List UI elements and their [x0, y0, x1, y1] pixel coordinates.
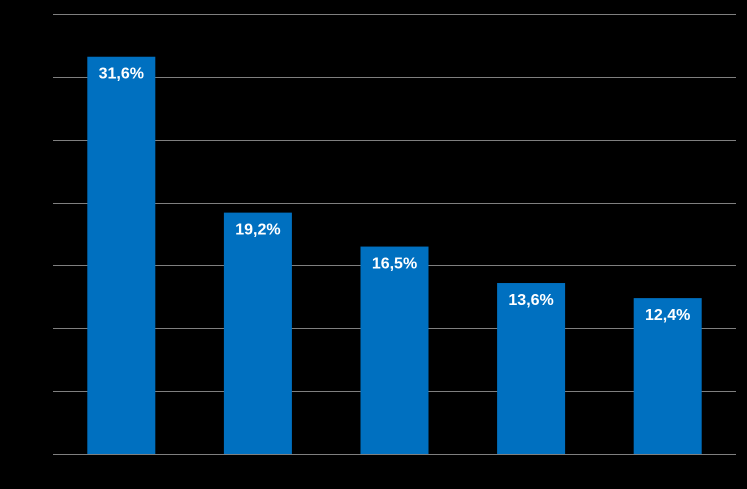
bar-5 — [633, 298, 702, 454]
bar-1 — [87, 56, 156, 454]
bar-2 — [223, 212, 292, 454]
bar-value-label-3: 16,5% — [372, 256, 417, 273]
bar-value-label-2: 19,2% — [235, 222, 280, 239]
bar-value-label-1: 31,6% — [99, 66, 144, 83]
data-labels: 31,6% 19,2% 16,5% 13,6% 12,4% — [99, 66, 691, 324]
bars — [87, 56, 702, 454]
bar-value-label-5: 12,4% — [645, 307, 690, 324]
bar-value-label-4: 13,6% — [508, 292, 553, 309]
bar-3 — [360, 246, 429, 454]
bar-4 — [497, 283, 566, 454]
